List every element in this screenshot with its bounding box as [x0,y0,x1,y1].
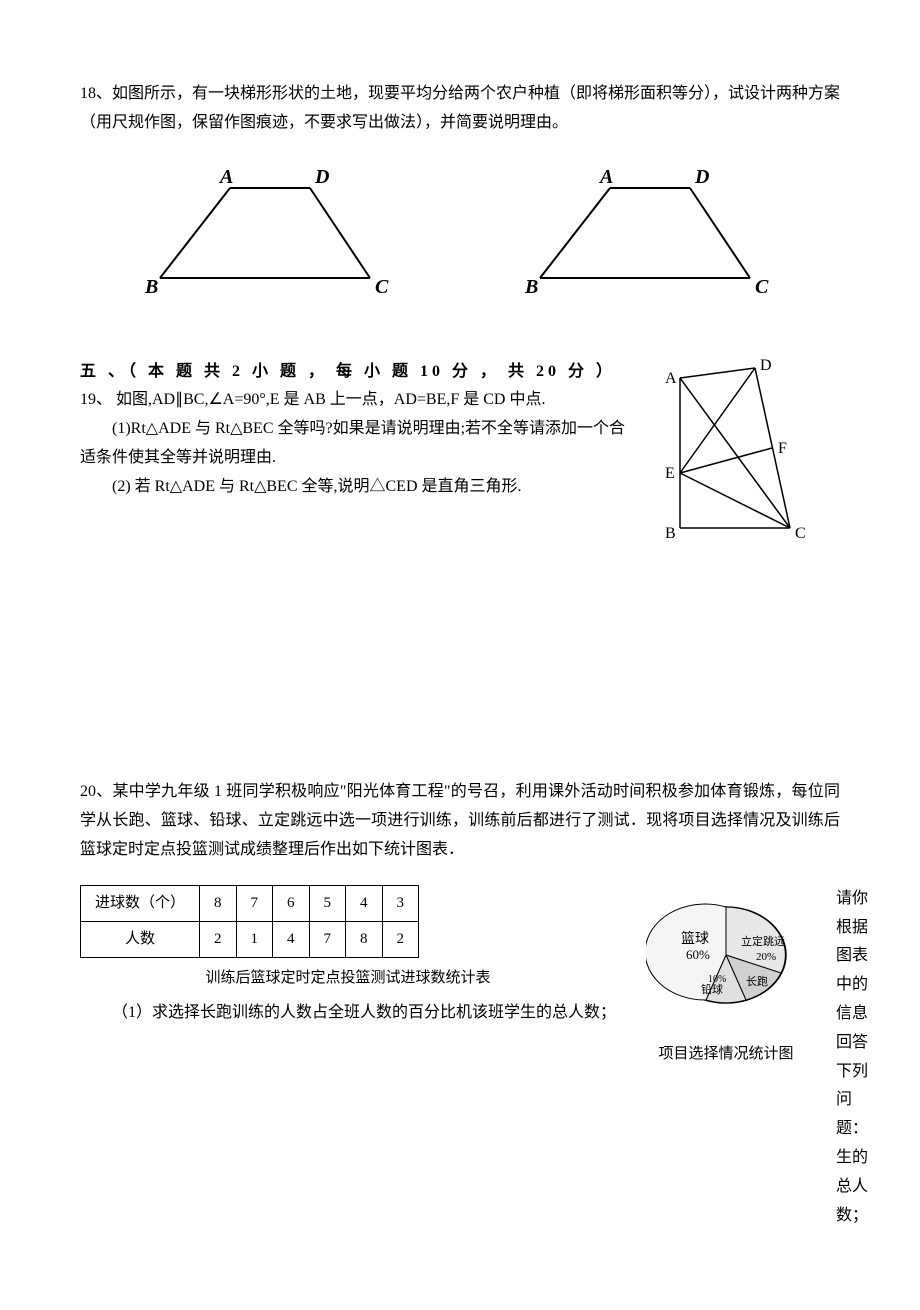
table-cell: 8 [200,885,237,921]
label-B: B [665,525,676,542]
right-text-1: 请你根据图表中的信息回答下列问题： [836,885,868,1144]
label-B: B [144,276,158,298]
problem-19-figure: A D B C E F [660,358,840,559]
table-cell: 2 [382,921,419,957]
table-cell: 6 [273,885,310,921]
table-cell: 1 [236,921,273,957]
right-text-2: 生的总人数； [836,1144,868,1230]
table-cell: 8 [346,921,383,957]
geometry-svg: A D B C E F [660,358,820,548]
problem-20-text: 20、某中学九年级 1 班同学积极响应"阳光体育工程"的号召，利用课外活动时间积… [80,778,840,864]
table-cell: 7 [309,921,346,957]
label-D: D [694,166,709,188]
problem-20: 20、某中学九年级 1 班同学积极响应"阳光体育工程"的号召，利用课外活动时间积… [80,778,840,1230]
table-cell: 2 [200,921,237,957]
table-row: 进球数（个） 8 7 6 5 4 3 [81,885,419,921]
problem-18-text: 18、如图所示，有一块梯形形状的土地，现要平均分给两个农户种植（即将梯形面积等分… [80,80,840,138]
table-cell: 进球数（个） [81,885,200,921]
right-text-section: 请你根据图表中的信息回答下列问题： 生的总人数； [836,885,868,1231]
pie-percent-shotput: 10% [708,974,726,985]
table-cell: 3 [382,885,419,921]
pie-section: 篮球 60% 立定跳远 20% 长跑 铅球 10% 项目选择情况统计图 [646,885,806,1067]
table-cell: 4 [273,921,310,957]
label-D: D [314,166,329,188]
table-cell: 7 [236,885,273,921]
pie-caption: 项目选择情况统计图 [646,1040,806,1067]
problem-19-intro: 19、 如图,AD∥BC,∠A=90°,E 是 AB 上一点，AD=BE,F 是… [80,391,545,408]
pie-label-longjump: 立定跳远 [741,934,785,948]
label-D: D [760,358,772,374]
label-A: A [598,166,613,188]
label-E: E [665,465,675,482]
trapezoid-right: A D B C [510,158,790,298]
problem-19: A D B C E F 五 、（ 本 题 共 2 小 题 ， 每 小 题 10 … [80,358,840,559]
stats-row: 进球数（个） 8 7 6 5 4 3 人数 2 1 4 7 8 2 [80,885,840,1231]
label-B: B [524,276,538,298]
pie-percent-basketball: 60% [686,947,710,962]
stats-table: 进球数（个） 8 7 6 5 4 3 人数 2 1 4 7 8 2 [80,885,419,958]
label-C: C [375,276,389,298]
trapezoid-left: A D B C [130,158,410,298]
trapezoid-diagrams: A D B C A D B C [80,158,840,298]
pie-percent-longjump: 20% [756,951,776,963]
pie-label-running: 长跑 [746,974,768,988]
label-C: C [795,525,806,542]
pie-chart: 篮球 60% 立定跳远 20% 长跑 铅球 10% [646,885,806,1025]
label-F: F [778,440,787,457]
table-cell: 人数 [81,921,200,957]
table-cell: 4 [346,885,383,921]
table-caption: 训练后篮球定时定点投篮测试进球数统计表 [80,964,616,991]
problem-20-q1: （1）求选择长跑训练的人数占全班人数的百分比机该班学生的总人数； [80,999,616,1028]
table-cell: 5 [309,885,346,921]
label-A: A [218,166,233,188]
problem-18: 18、如图所示，有一块梯形形状的土地，现要平均分给两个农户种植（即将梯形面积等分… [80,80,840,298]
table-row: 人数 2 1 4 7 8 2 [81,921,419,957]
table-section: 进球数（个） 8 7 6 5 4 3 人数 2 1 4 7 8 2 [80,885,616,1028]
pie-label-basketball: 篮球 [681,931,709,947]
label-C: C [755,276,769,298]
section-5-header: 五 、（ 本 题 共 2 小 题 ， 每 小 题 10 分 ， 共 20 分 ） [80,363,616,380]
label-A: A [665,370,677,387]
